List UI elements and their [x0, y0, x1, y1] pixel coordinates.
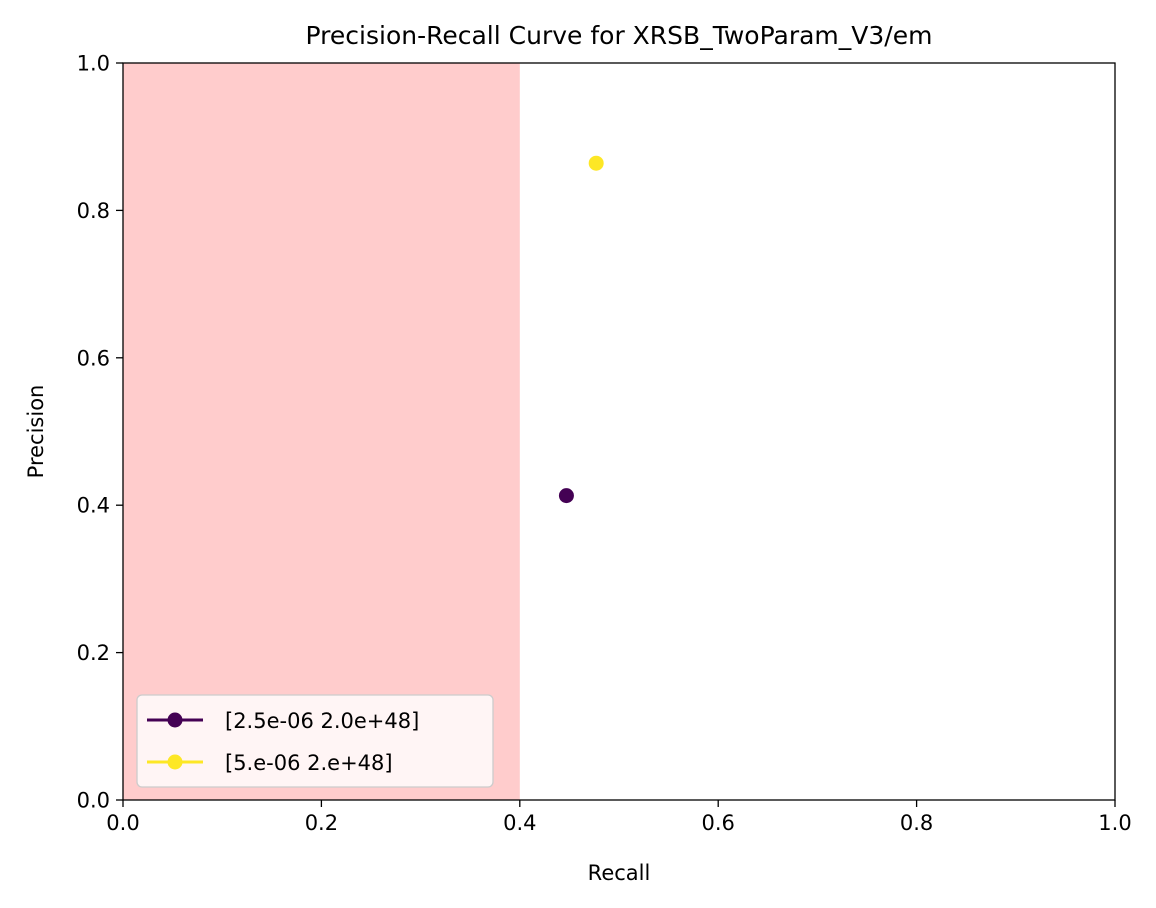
y-axis-label: Precision [24, 385, 48, 479]
x-axis-label: Recall [588, 861, 651, 885]
x-tick-label: 0.8 [900, 811, 933, 835]
x-tick-label: 0.2 [305, 811, 338, 835]
data-point-series-2 [588, 155, 604, 171]
legend-box [136, 694, 494, 788]
y-tick-label: 0.0 [77, 789, 110, 813]
legend-item: [2.5e-06 2.0e+48] [147, 709, 419, 733]
legend-marker [167, 754, 183, 770]
shaded-region [123, 63, 520, 800]
y-tick-label: 0.4 [77, 494, 110, 518]
legend: [2.5e-06 2.0e+48] [5.e-06 2.e+48] [136, 694, 494, 788]
chart-title: Precision-Recall Curve for XRSB_TwoParam… [306, 21, 933, 50]
y-tick-label: 1.0 [77, 52, 110, 76]
y-tick-label: 0.2 [77, 641, 110, 665]
plot-area [122, 62, 1116, 801]
x-tick-label: 0.0 [106, 811, 139, 835]
x-tick-label: 1.0 [1098, 811, 1131, 835]
data-point-series-1 [558, 488, 574, 504]
y-tick-label: 0.6 [77, 346, 110, 370]
legend-marker [167, 712, 183, 728]
y-tick-label: 0.8 [77, 199, 110, 223]
y-axis-ticks: 0.0 0.2 0.4 0.6 0.8 1.0 [77, 52, 123, 813]
axes-frame [122, 62, 1116, 801]
legend-label: [5.e-06 2.e+48] [225, 751, 393, 775]
x-tick-label: 0.6 [701, 811, 734, 835]
legend-item: [5.e-06 2.e+48] [147, 751, 393, 775]
x-tick-label: 0.4 [503, 811, 536, 835]
x-axis-ticks: 0.0 0.2 0.4 0.6 0.8 1.0 [106, 800, 1132, 835]
legend-label: [2.5e-06 2.0e+48] [225, 709, 419, 733]
series-layer [558, 155, 604, 504]
